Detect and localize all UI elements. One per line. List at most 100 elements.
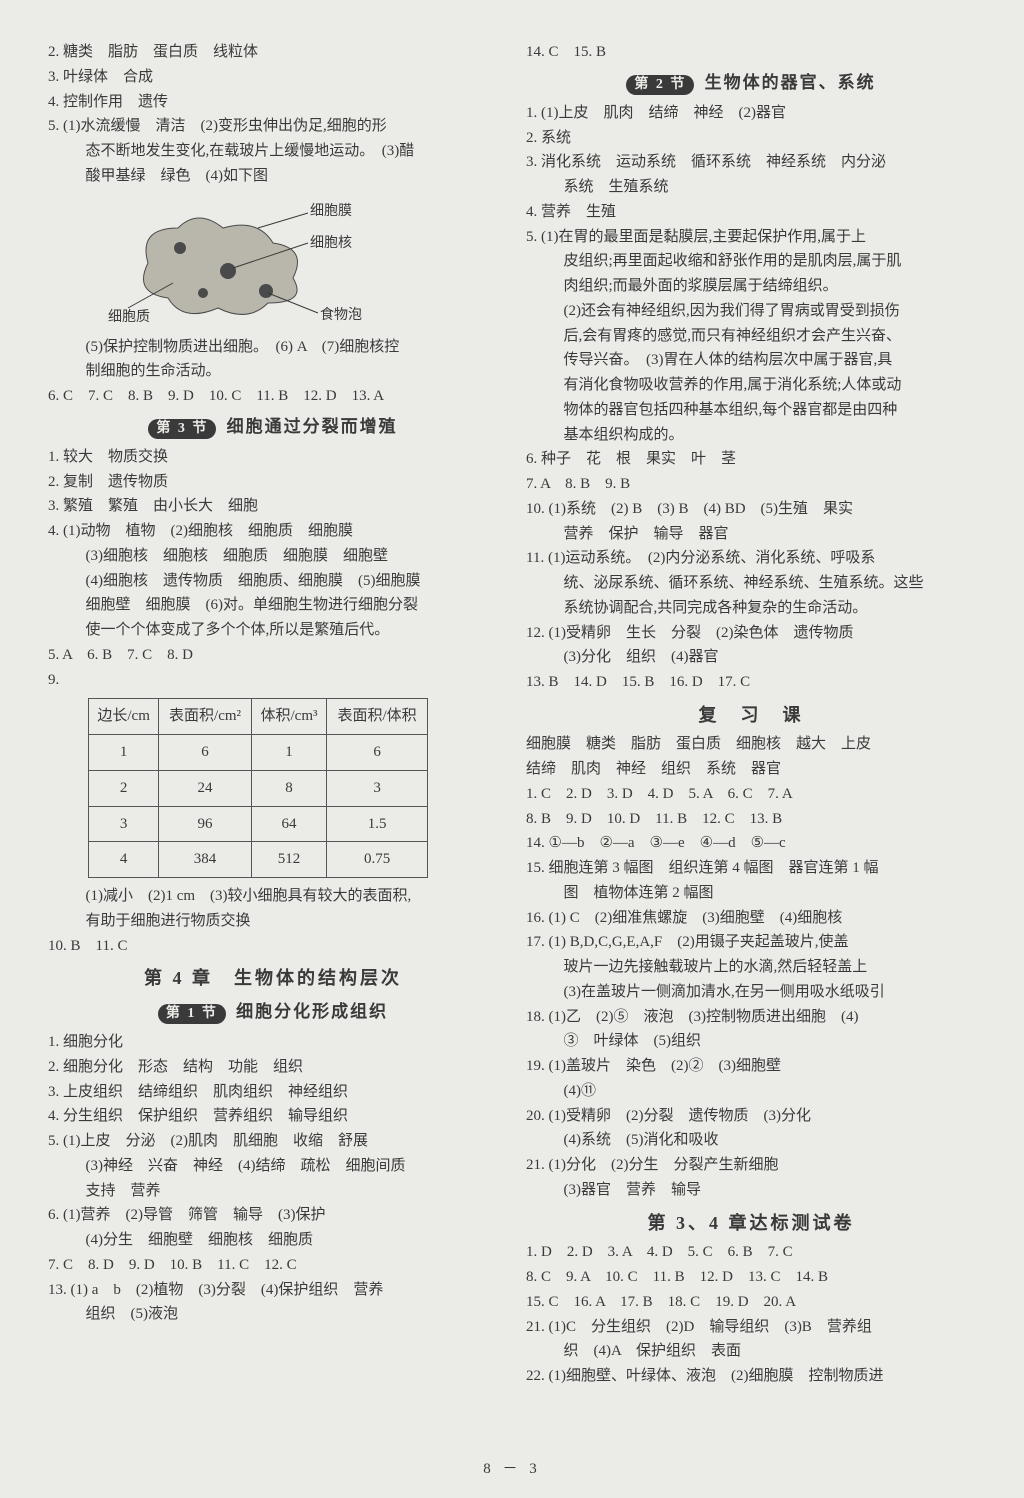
section-text: 生物体的器官、系统 [705,73,876,92]
answer-line: 图 植物体连第 2 幅图 [526,881,976,906]
cell: 384 [159,842,252,878]
section-badge: 第 1 节 [158,1004,226,1024]
answer-line: 8. B 9. D 10. D 11. B 12. C 13. B [526,807,976,832]
answer-line: 有消化食物吸收营养的作用,属于消化系统;人体或动 [526,373,976,398]
answer-line: 5. (1)水流缓慢 清洁 (2)变形虫伸出伪足,细胞的形 [48,114,498,139]
answer-line: 7. A 8. B 9. B [526,472,976,497]
answer-line: 5. (1)上皮 分泌 (2)肌肉 肌细胞 收缩 舒展 [48,1129,498,1154]
answer-line: 15. C 16. A 17. B 18. C 19. D 20. A [526,1290,976,1315]
answer-line: (4)系统 (5)消化和吸收 [526,1128,976,1153]
cell: 0.75 [327,842,428,878]
two-column-layout: 2. 糖类 脂肪 蛋白质 线粒体 3. 叶绿体 合成 4. 控制作用 遗传 5.… [48,40,976,1389]
answer-line: (4)细胞核 遗传物质 细胞质、细胞膜 (5)细胞膜 [48,569,498,594]
cell: 1 [89,735,159,771]
answer-line: 有助于细胞进行物质交换 [48,909,498,934]
col-header: 边长/cm [89,699,159,735]
cell: 3 [89,806,159,842]
section-3-title: 第 3 节 细胞通过分裂而增殖 [48,413,498,441]
answer-line: 6. 种子 花 根 果实 叶 茎 [526,447,976,472]
answer-line: 2. 细胞分化 形态 结构 功能 组织 [48,1055,498,1080]
answer-line: 肉组织;而最外面的浆膜层属于结缔组织。 [526,274,976,299]
answer-line: 支持 营养 [48,1179,498,1204]
answer-line: 物体的器官包括四种基本组织,每个器官都是由四种 [526,398,976,423]
cell: 1 [251,735,326,771]
answer-line: 营养 保护 输导 器官 [526,522,976,547]
answer-line: 酸甲基绿 绿色 (4)如下图 [48,164,498,189]
answer-line: 1. 细胞分化 [48,1030,498,1055]
answer-line: 20. (1)受精卵 (2)分裂 遗传物质 (3)分化 [526,1104,976,1129]
answer-line: 3. 叶绿体 合成 [48,65,498,90]
answer-line: 19. (1)盖玻片 染色 (2)② (3)细胞壁 [526,1054,976,1079]
section-badge: 第 3 节 [148,419,216,439]
answer-line: 22. (1)细胞壁、叶绿体、液泡 (2)细胞膜 控制物质进 [526,1364,976,1389]
answer-line: 2. 复制 遗传物质 [48,470,498,495]
answer-line: 细胞壁 细胞膜 (6)对。单细胞生物进行细胞分裂 [48,593,498,618]
answer-line: 1. D 2. D 3. A 4. D 5. C 6. B 7. C [526,1240,976,1265]
answer-line: 3. 繁殖 繁殖 由小长大 细胞 [48,494,498,519]
answer-line: 5. (1)在胃的最里面是黏膜层,主要起保护作用,属于上 [526,225,976,250]
answer-line: 1. C 2. D 3. D 4. D 5. A 6. C 7. A [526,782,976,807]
col-header: 表面积/cm² [159,699,252,735]
answer-line: 10. (1)系统 (2) B (3) B (4) BD (5)生殖 果实 [526,497,976,522]
answer-line: 系统协调配合,共同完成各种复杂的生命活动。 [526,596,976,621]
cell: 6 [327,735,428,771]
answer-line: (2)还会有神经组织,因为我们得了胃病或胃受到损伤 [526,299,976,324]
cell-vacuole [259,284,273,298]
answer-line: (4)⑪ [526,1079,976,1104]
answer-line: 3. 消化系统 运动系统 循环系统 神经系统 内分泌 [526,150,976,175]
answer-line: 1. (1)上皮 肌肉 结缔 神经 (2)器官 [526,101,976,126]
answer-line: 15. 细胞连第 3 幅图 组织连第 4 幅图 器官连第 1 幅 [526,856,976,881]
label-cytoplasm: 细胞质 [108,309,150,325]
cell-blob [144,218,298,314]
cell-dot [198,288,208,298]
answer-line: 21. (1)分化 (2)分生 分裂产生新细胞 [526,1153,976,1178]
answer-line: 统、泌尿系统、循环系统、神经系统、生殖系统。这些 [526,571,976,596]
test-title: 第 3、4 章达标测试卷 [526,1209,976,1239]
col-header: 体积/cm³ [251,699,326,735]
answer-line: (3)在盖玻片一侧滴加清水,在另一侧用吸水纸吸引 [526,980,976,1005]
cell: 96 [159,806,252,842]
cell-dot [174,242,186,254]
answer-line: (3)分化 组织 (4)器官 [526,645,976,670]
cell: 6 [159,735,252,771]
cell-nucleus [220,263,236,279]
right-column: 14. C 15. B 第 2 节 生物体的器官、系统 1. (1)上皮 肌肉 … [526,40,976,1389]
table-row: 4 384 512 0.75 [89,842,428,878]
cell: 24 [159,770,252,806]
review-title: 复 习 课 [526,701,976,731]
answer-line: 4. 分生组织 保护组织 营养组织 输导组织 [48,1104,498,1129]
section-text: 细胞分化形成组织 [236,1002,388,1021]
label-membrane: 细胞膜 [310,203,352,219]
answer-line: 玻片一边先接触载玻片上的水滴,然后轻轻盖上 [526,955,976,980]
answer-line: 6. C 7. C 8. B 9. D 10. C 11. B 12. D 13… [48,384,498,409]
label-line [258,213,308,228]
answer-line: 21. (1)C 分生组织 (2)D 输导组织 (3)B 营养组 [526,1315,976,1340]
label-foodvac: 食物泡 [320,306,362,323]
chapter-4-title: 第 4 章 生物体的结构层次 [48,964,498,994]
section-2-title: 第 2 节 生物体的器官、系统 [526,69,976,97]
section-badge: 第 2 节 [626,75,694,95]
cell-diagram: 细胞膜 细胞核 细胞质 食物泡 [108,193,368,333]
answer-line: 9. [48,668,498,693]
answer-line: 制细胞的生命活动。 [48,359,498,384]
answer-line: 16. (1) C (2)细准焦螺旋 (3)细胞壁 (4)细胞核 [526,906,976,931]
answer-line: 后,会有胃疼的感觉,而只有神经组织才会产生兴奋、 [526,324,976,349]
answer-line: 基本组织构成的。 [526,423,976,448]
cell-diagram-svg: 细胞膜 细胞核 细胞质 食物泡 [108,193,368,333]
answer-line: 2. 糖类 脂肪 蛋白质 线粒体 [48,40,498,65]
answer-line: 13. B 14. D 15. B 16. D 17. C [526,670,976,695]
answer-line: 4. (1)动物 植物 (2)细胞核 细胞质 细胞膜 [48,519,498,544]
answer-line: 14. ①—b ②—a ③—e ④—d ⑤—c [526,831,976,856]
cell: 1.5 [327,806,428,842]
cell: 512 [251,842,326,878]
section-text: 细胞通过分裂而增殖 [227,417,398,436]
col-header: 表面积/体积 [327,699,428,735]
answer-line: 织 (4)A 保护组织 表面 [526,1339,976,1364]
table-row: 1 6 1 6 [89,735,428,771]
answer-line: 5. A 6. B 7. C 8. D [48,643,498,668]
cell: 3 [327,770,428,806]
answer-line: (4)分生 细胞壁 细胞核 细胞质 [48,1228,498,1253]
answer-line: 使一个个体变成了多个个体,所以是繁殖后代。 [48,618,498,643]
answer-line: 8. C 9. A 10. C 11. B 12. D 13. C 14. B [526,1265,976,1290]
answer-line: (5)保护控制物质进出细胞。 (6) A (7)细胞核控 [48,335,498,360]
